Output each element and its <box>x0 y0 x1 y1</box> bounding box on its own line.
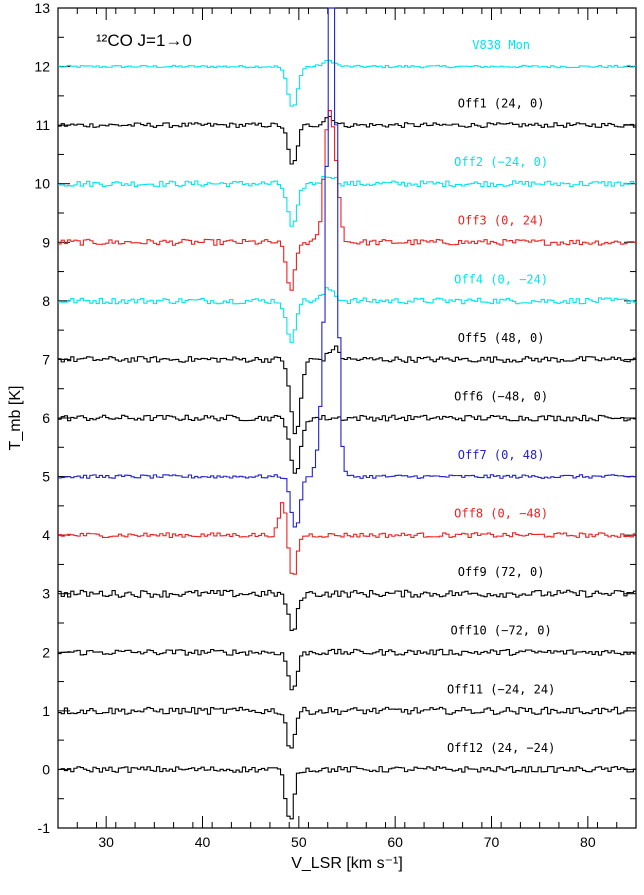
y-tick-label: 10 <box>34 176 50 192</box>
spectrum-line-4 <box>58 287 636 343</box>
spectrum-label-6: Off6 (−48, 0) <box>454 389 548 403</box>
spectrum-line-2 <box>58 175 636 227</box>
y-tick-label: 0 <box>42 761 50 777</box>
x-tick-label: 40 <box>195 834 211 850</box>
spectrum-label-11: Off11 (−24, 24) <box>447 682 555 696</box>
spectrum-label-4: Off4 (0, −24) <box>454 272 548 286</box>
spectrum-label-8: Off8 (0, −48) <box>454 507 548 521</box>
y-axis-label: T_mb [K] <box>7 386 24 451</box>
chart-title: ¹²CO J=1→0 <box>96 31 192 50</box>
x-tick-label: 80 <box>580 834 596 850</box>
spectrum-label-3: Off3 (0, 24) <box>458 214 545 228</box>
spectrum-line-8 <box>58 502 636 575</box>
spectrum-line-1 <box>58 115 636 165</box>
y-tick-label: 2 <box>42 644 50 660</box>
spectrum-label-5: Off5 (48, 0) <box>458 331 545 345</box>
spectrum-line-10 <box>58 648 636 691</box>
y-tick-label: 1 <box>42 703 50 719</box>
spectrum-line-6 <box>58 414 636 474</box>
spectrum-label-9: Off9 (72, 0) <box>458 565 545 579</box>
spectrum-line-7 <box>58 7 636 528</box>
spectrum-labels: V838 Mon Off1 (24, 0) Off2 (−24, 0) Off3 (0… <box>447 38 555 755</box>
spectrum-line-12 <box>58 766 636 820</box>
y-tick-label: 9 <box>42 234 50 250</box>
spectrum-line-0 <box>58 59 636 107</box>
spectrum-line-11 <box>58 706 636 749</box>
x-tick-label: 50 <box>291 834 307 850</box>
y-tick-label: 7 <box>42 351 50 367</box>
x-axis-label: V_LSR [km s⁻¹] <box>291 855 403 872</box>
spectrum-label-10: Off10 (−72, 0) <box>451 624 552 638</box>
y-tick-label: 11 <box>35 117 50 133</box>
x-tick-label: 30 <box>98 834 114 850</box>
y-tick-label: 13 <box>34 0 50 16</box>
spectrum-line-3 <box>58 110 636 291</box>
x-tick-label: 70 <box>484 834 500 850</box>
spectrum-line-9 <box>58 589 636 631</box>
y-tick-label: 4 <box>42 527 50 543</box>
y-tick-label: 3 <box>42 586 50 602</box>
y-tick-label: 12 <box>34 59 50 75</box>
x-tick-label: 60 <box>387 834 403 850</box>
y-tick-label: 8 <box>42 293 50 309</box>
spectrum-label-0: V838 Mon <box>472 38 530 52</box>
spectrum-label-1: Off1 (24, 0) <box>458 97 545 111</box>
y-tick-label: -1 <box>38 820 51 836</box>
spectra-group <box>58 7 636 820</box>
spectrum-label-12: Off12 (24, −24) <box>447 741 555 755</box>
spectrum-label-2: Off2 (−24, 0) <box>454 155 548 169</box>
y-tick-label: 5 <box>42 469 50 485</box>
y-tick-label: 6 <box>42 410 50 426</box>
spectrum-label-7: Off7 (0, 48) <box>458 448 545 462</box>
spectrum-line-5 <box>58 345 636 435</box>
